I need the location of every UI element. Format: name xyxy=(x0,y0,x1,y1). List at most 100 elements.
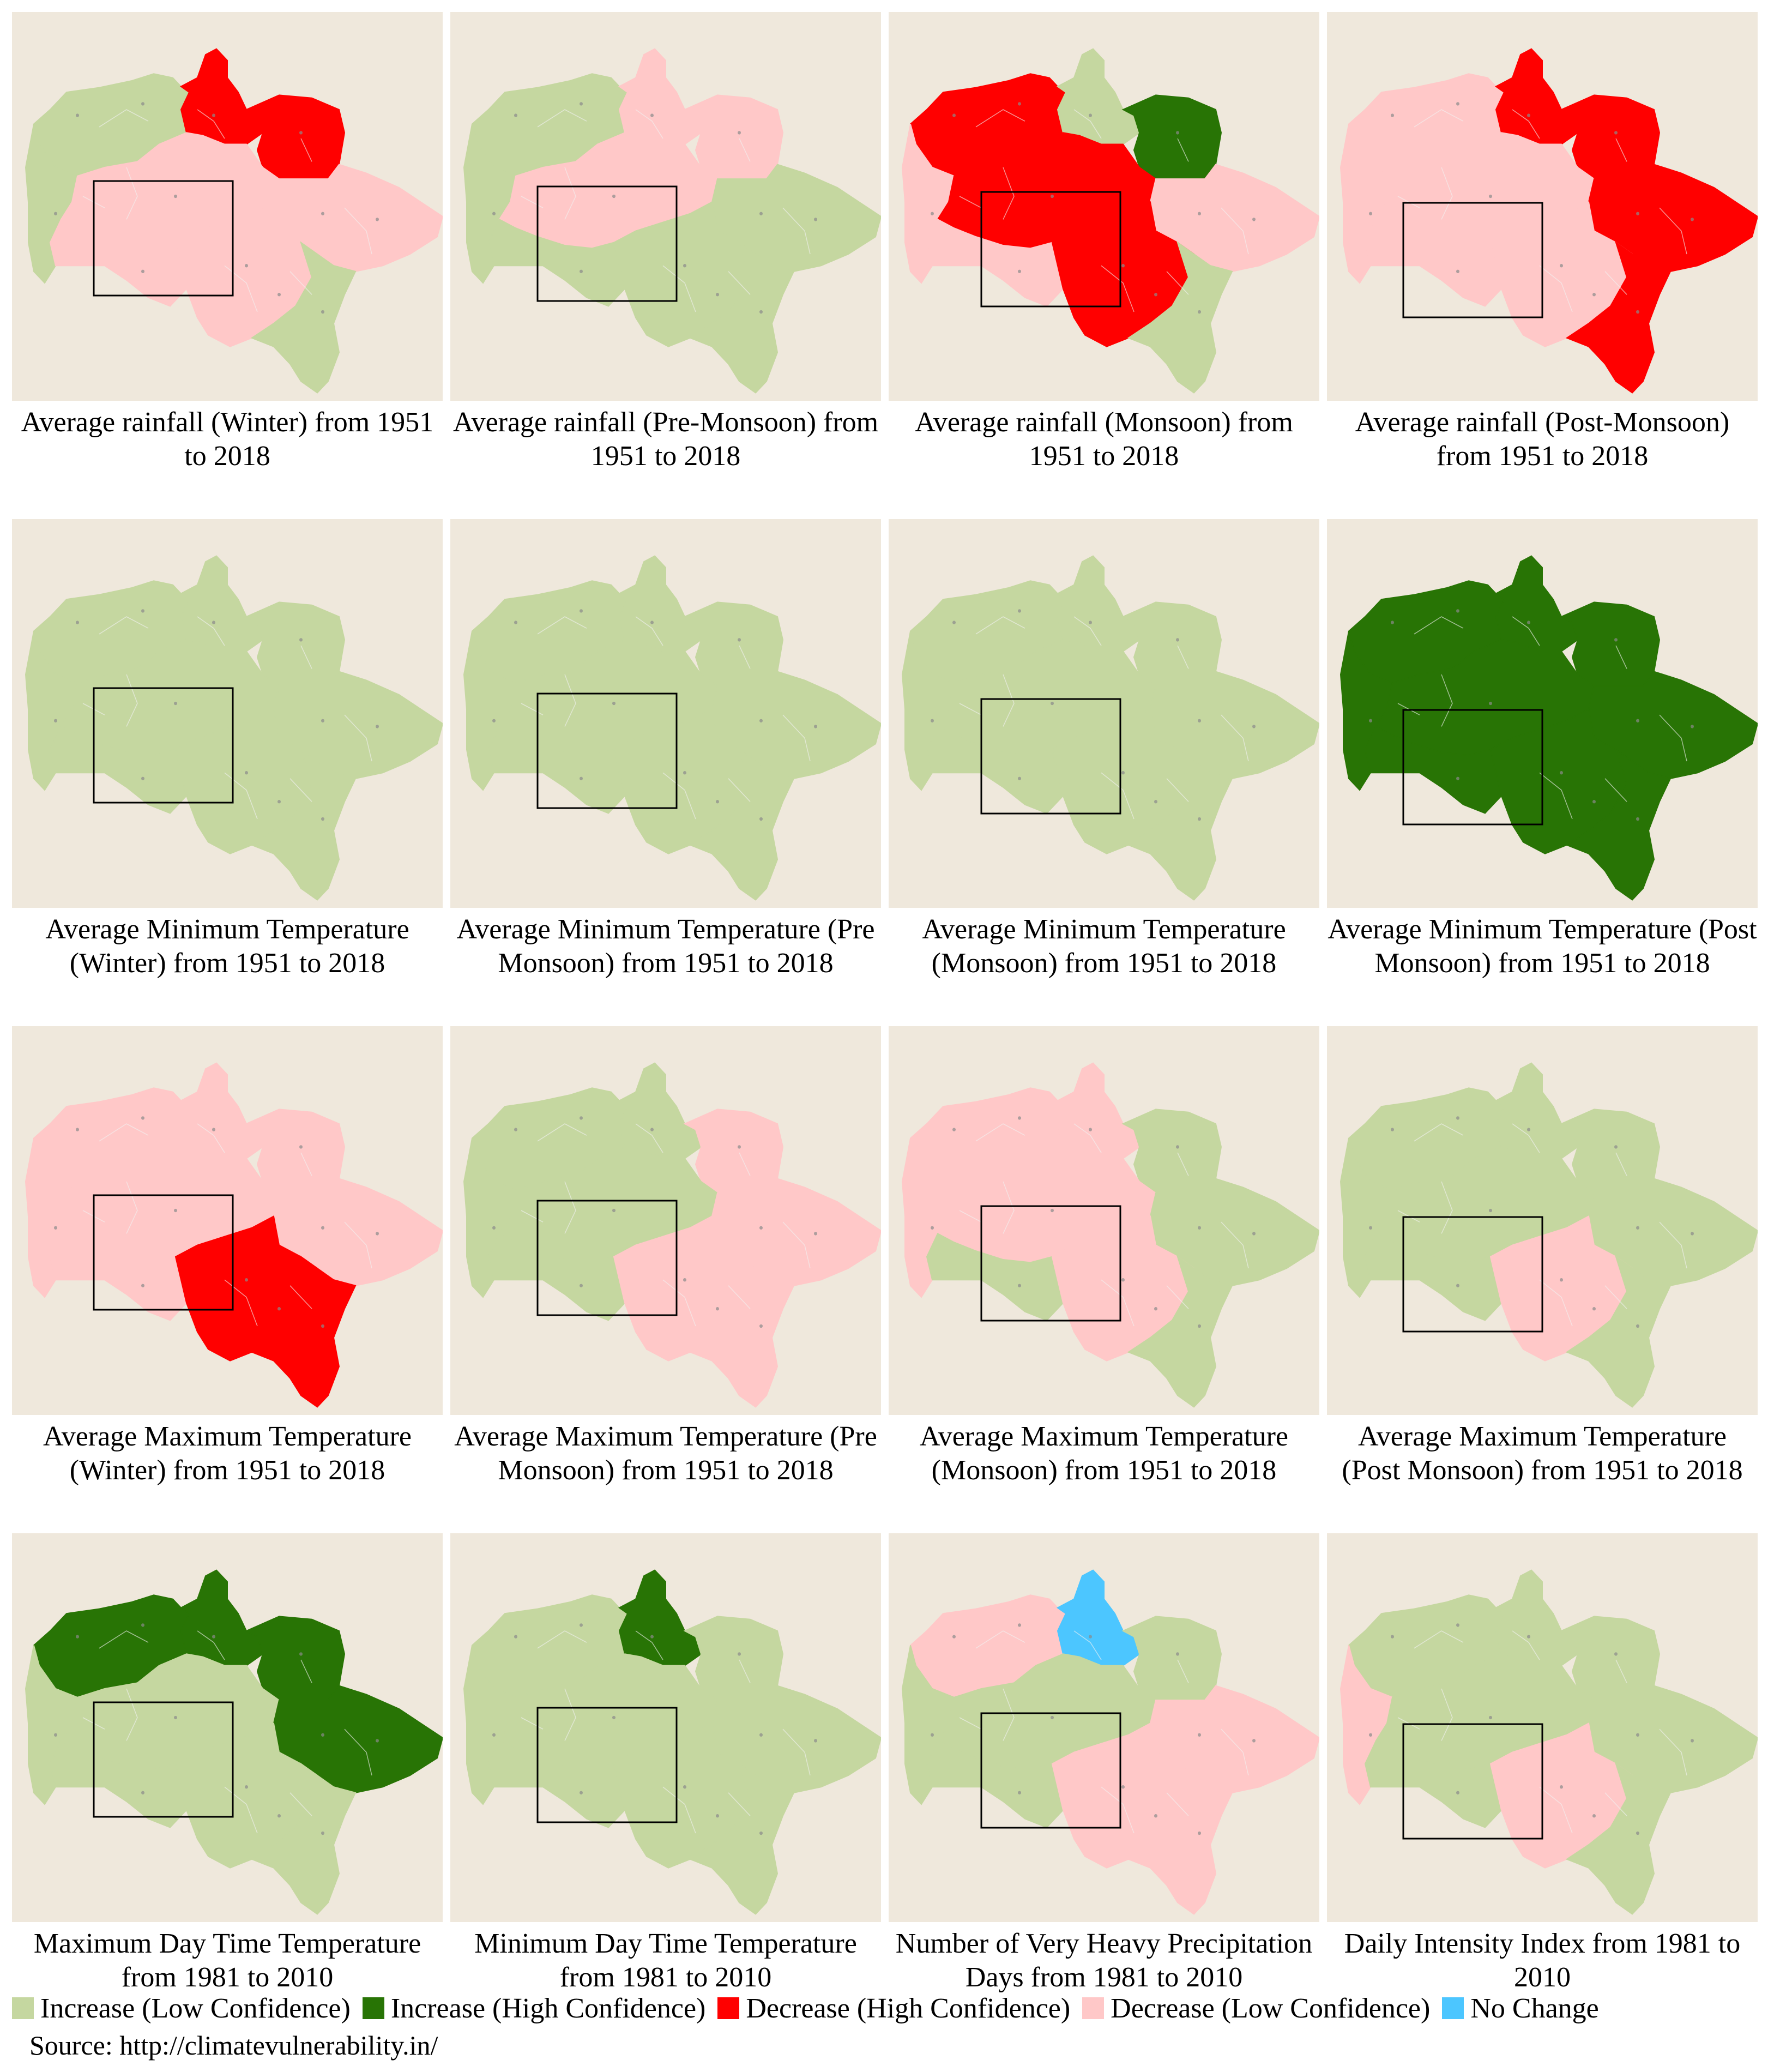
district-marker xyxy=(650,1128,654,1131)
district-boundary xyxy=(1604,778,1627,802)
focus-box xyxy=(980,1712,1121,1829)
map-panel xyxy=(889,12,1319,401)
district-boundary xyxy=(126,167,138,220)
focus-box xyxy=(536,1200,678,1316)
map-cell: Daily Intensity Index from 1981 to 2010 xyxy=(1327,1533,1765,2040)
district-boundary xyxy=(1615,1659,1627,1683)
map-grid: Average rainfall (Winter) from 1951 to 2… xyxy=(12,12,1765,2040)
district-boundary xyxy=(197,1630,225,1660)
region-se xyxy=(250,748,357,901)
district-marker xyxy=(277,800,281,804)
district-marker xyxy=(1636,1831,1639,1835)
map-panel xyxy=(12,519,443,908)
district-marker xyxy=(1176,1652,1179,1656)
map-panel xyxy=(450,1533,881,1922)
district-marker xyxy=(299,131,303,135)
district-marker xyxy=(212,113,215,117)
legend-label: Decrease (Low Confidence) xyxy=(1111,1992,1431,2024)
district-boundary xyxy=(564,167,576,220)
district-marker xyxy=(1198,310,1201,314)
district-marker xyxy=(580,1284,583,1287)
map-cell: Average Maximum Temperature (Monsoon) fr… xyxy=(889,1026,1327,1533)
district-marker xyxy=(1560,264,1563,268)
district-boundary xyxy=(1166,271,1189,295)
region-se xyxy=(250,1762,357,1915)
district-marker xyxy=(1176,131,1179,135)
district-marker xyxy=(759,1324,763,1328)
district-boundary xyxy=(224,1786,258,1834)
district-marker xyxy=(1198,1831,1201,1835)
region-se xyxy=(1127,1762,1233,1915)
uttarakhand-map xyxy=(1339,1062,1758,1408)
district-marker xyxy=(612,194,616,198)
district-marker xyxy=(54,1733,57,1737)
district-marker xyxy=(1614,131,1618,135)
region-se xyxy=(689,748,795,901)
district-marker xyxy=(1691,218,1694,221)
district-marker xyxy=(1252,725,1256,728)
region-n xyxy=(618,1569,702,1666)
district-marker xyxy=(759,212,763,215)
district-marker xyxy=(245,771,248,775)
focus-box xyxy=(1402,1723,1543,1840)
district-marker xyxy=(612,701,616,706)
map-cell: Average Maximum Temperature (Pre Monsoon… xyxy=(450,1026,889,1533)
legend-item: Decrease (Low Confidence) xyxy=(1082,1992,1430,2025)
uttarakhand-map xyxy=(25,1062,443,1408)
district-marker xyxy=(683,771,686,775)
district-marker xyxy=(514,621,517,624)
district-boundary xyxy=(1221,1221,1249,1269)
district-boundary xyxy=(1073,616,1102,646)
map-caption: Average rainfall (Pre-Monsoon) from 1951… xyxy=(452,407,879,472)
district-marker xyxy=(212,621,215,624)
region-n xyxy=(1495,555,1579,652)
map-cell: Minimum Day Time Temperature from 1981 t… xyxy=(450,1533,889,2040)
district-boundary xyxy=(1073,1123,1102,1153)
district-marker xyxy=(1456,1284,1459,1287)
district-boundary xyxy=(521,1717,544,1730)
district-boundary xyxy=(662,772,696,820)
district-boundary xyxy=(344,1728,372,1776)
focus-box xyxy=(1402,709,1543,826)
district-marker xyxy=(1456,609,1459,613)
district-boundary xyxy=(1221,207,1249,255)
district-marker xyxy=(54,1226,57,1230)
district-marker xyxy=(141,609,144,613)
district-marker xyxy=(1527,1635,1530,1639)
district-boundary xyxy=(126,1688,138,1741)
map-cell: Average Minimum Temperature (Monsoon) fr… xyxy=(889,519,1327,1026)
district-boundary xyxy=(1604,271,1627,295)
legend-swatch xyxy=(717,1997,740,2019)
district-marker xyxy=(76,1128,79,1131)
map-cell: Maximum Day Time Temperature from 1981 t… xyxy=(12,1533,450,2040)
district-marker xyxy=(299,1145,303,1149)
legend-label: Increase (Low Confidence) xyxy=(40,1992,351,2024)
region-n xyxy=(1495,1062,1579,1159)
legend-item: No Change xyxy=(1442,1992,1599,2025)
district-marker xyxy=(1489,701,1492,706)
district-marker xyxy=(514,1128,517,1131)
district-boundary xyxy=(1512,1630,1540,1660)
district-marker xyxy=(814,1232,817,1236)
region-se xyxy=(689,1255,795,1408)
district-boundary xyxy=(521,196,544,208)
district-marker xyxy=(1456,776,1459,780)
focus-box xyxy=(93,687,234,804)
focus-box xyxy=(536,1707,678,1823)
district-boundary xyxy=(782,1221,811,1269)
map-cell: Average rainfall (Pre-Monsoon) from 1951… xyxy=(450,12,889,519)
district-marker xyxy=(299,638,303,642)
district-boundary xyxy=(289,1285,312,1309)
district-boundary xyxy=(635,1630,663,1660)
district-marker xyxy=(376,1232,379,1236)
district-marker xyxy=(1089,621,1092,624)
uttarakhand-map xyxy=(463,555,881,901)
district-marker xyxy=(141,1284,144,1287)
district-marker xyxy=(1018,1116,1021,1120)
district-marker xyxy=(1456,269,1459,273)
district-boundary xyxy=(1101,772,1135,820)
district-marker xyxy=(1391,1128,1394,1131)
district-marker xyxy=(245,1785,248,1789)
region-se xyxy=(250,1255,357,1408)
district-marker xyxy=(1614,638,1618,642)
